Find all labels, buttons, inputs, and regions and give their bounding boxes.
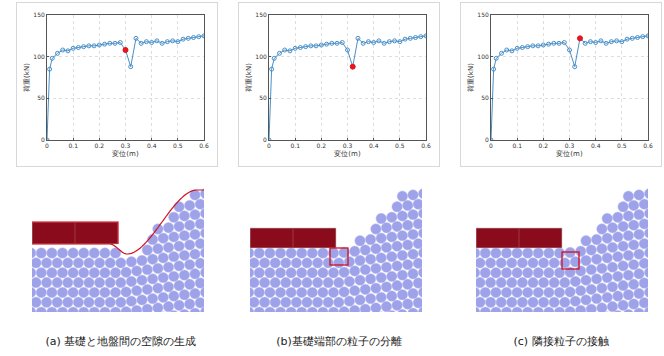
html-text:(c) 隣接粒子の接触: (c) 隣接粒子の接触 [513,335,609,348]
svg-text:100: 100 [33,53,45,60]
svg-text:0.2: 0.2 [95,142,105,149]
svg-text:50: 50 [481,94,489,101]
html-text:(a) 基礎と地盤間の空隙の生成: (a) 基礎と地盤間の空隙の生成 [45,335,197,348]
svg-text:0.1: 0.1 [512,142,522,149]
svg-text:0.2: 0.2 [317,142,327,149]
svg-text:荷重(kN): 荷重(kN) [23,63,31,92]
svg-text:0: 0 [263,136,267,143]
svg-text:0.3: 0.3 [343,142,353,149]
svg-text:0: 0 [267,142,271,149]
svg-text:0.5: 0.5 [617,142,627,149]
svg-text:150: 150 [33,11,45,18]
svg-text:0: 0 [45,142,49,149]
svg-text:0.5: 0.5 [395,142,405,149]
svg-text:0: 0 [41,136,45,143]
svg-text:0.5: 0.5 [173,142,183,149]
svg-text:0.4: 0.4 [369,142,379,149]
svg-text:0.2: 0.2 [539,142,549,149]
svg-text:変位(m): 変位(m) [556,150,583,158]
svg-text:荷重(kN): 荷重(kN) [467,63,475,92]
svg-text:荷重(kN): 荷重(kN) [245,63,253,92]
svg-text:0.4: 0.4 [147,142,157,149]
svg-text:0.6: 0.6 [199,142,209,149]
svg-text:0.1: 0.1 [290,142,300,149]
svg-text:0.6: 0.6 [643,142,653,149]
svg-text:0: 0 [489,142,493,149]
svg-text:0.3: 0.3 [121,142,131,149]
svg-text:50: 50 [37,94,45,101]
svg-text:100: 100 [477,53,489,60]
svg-text:150: 150 [477,11,489,18]
svg-text:150: 150 [255,11,267,18]
svg-text:0.6: 0.6 [421,142,431,149]
svg-text:変位(m): 変位(m) [334,150,361,158]
svg-text:0.1: 0.1 [68,142,78,149]
svg-text:0: 0 [485,136,489,143]
html-text:(b)基礎端部の粒子の分離: (b)基礎端部の粒子の分離 [276,335,402,348]
svg-text:0.4: 0.4 [591,142,601,149]
svg-text:変位(m): 変位(m) [112,150,139,158]
svg-text:50: 50 [259,94,267,101]
svg-text:0.3: 0.3 [565,142,575,149]
svg-text:100: 100 [255,53,267,60]
